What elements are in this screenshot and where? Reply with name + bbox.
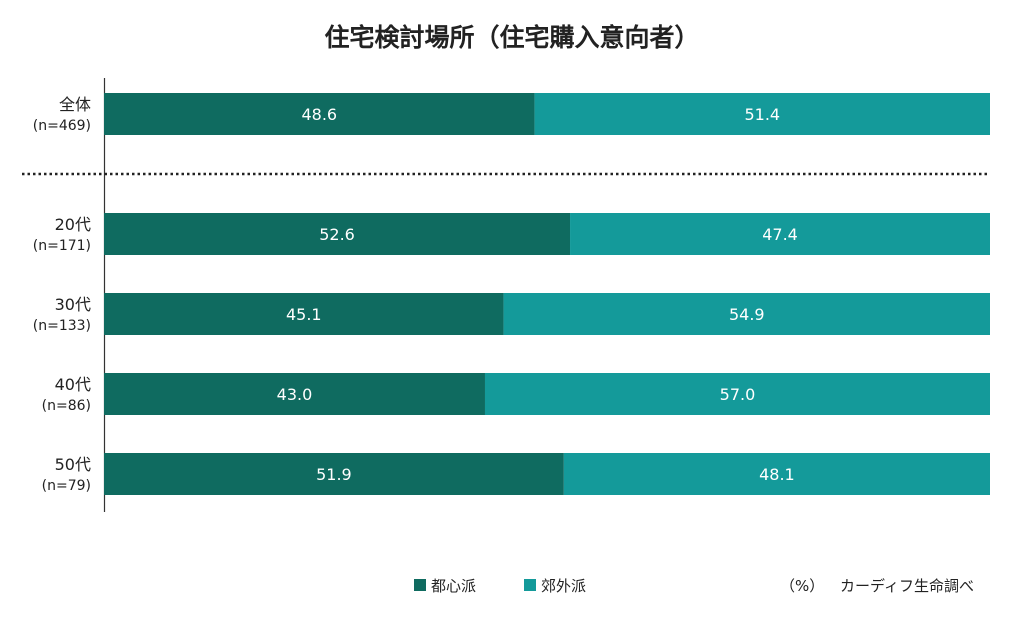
- bar-value-label: 51.9: [316, 465, 352, 484]
- source-note: カーディフ生命調べ: [840, 577, 974, 595]
- unit-note: （%）: [780, 577, 824, 595]
- category-label: 全体: [59, 95, 91, 114]
- legend-label-suburban: 郊外派: [541, 577, 586, 595]
- legend-swatch-suburban: [524, 579, 536, 591]
- legend-swatch-urban: [414, 579, 426, 591]
- bar-value-label: 48.6: [301, 105, 337, 124]
- bar-value-label: 47.4: [762, 225, 798, 244]
- category-sample-size: (n=171): [33, 238, 91, 254]
- bar-segment-suburban: [484, 373, 990, 415]
- category-sample-size: (n=469): [33, 118, 91, 134]
- category-sample-size: (n=133): [33, 318, 91, 334]
- category-label: 30代: [55, 295, 91, 314]
- category-sample-size: (n=79): [42, 478, 91, 494]
- bar-value-label: 45.1: [286, 305, 322, 324]
- legend-label-urban: 都心派: [431, 577, 476, 595]
- bar-segment-urban: [104, 293, 504, 335]
- bar-segment-suburban: [503, 293, 990, 335]
- category-label: 40代: [55, 375, 91, 394]
- chart-title: 住宅検討場所（住宅購入意向者）: [324, 23, 699, 52]
- category-sample-size: (n=86): [42, 398, 91, 414]
- bar-segment-suburban: [570, 213, 990, 255]
- bar-value-label: 48.1: [759, 465, 795, 484]
- bar-segment-suburban: [563, 453, 990, 495]
- bar-segment-suburban: [534, 93, 990, 135]
- bar-value-label: 43.0: [277, 385, 313, 404]
- bar-segment-urban: [104, 373, 485, 415]
- bar-value-label: 57.0: [720, 385, 756, 404]
- bar-segment-urban: [104, 453, 564, 495]
- category-label: 50代: [55, 455, 91, 474]
- bar-segment-urban: [104, 213, 571, 255]
- bar-value-label: 51.4: [744, 105, 780, 124]
- bar-rows: 全体 (n=469) 48.6 51.4 20代 (n=171) 52.6 47.4 30代 (n…: [33, 93, 990, 495]
- bar-value-label: 54.9: [729, 305, 765, 324]
- bar-value-label: 52.6: [319, 225, 355, 244]
- category-label: 20代: [55, 215, 91, 234]
- bar-segment-urban: [104, 93, 535, 135]
